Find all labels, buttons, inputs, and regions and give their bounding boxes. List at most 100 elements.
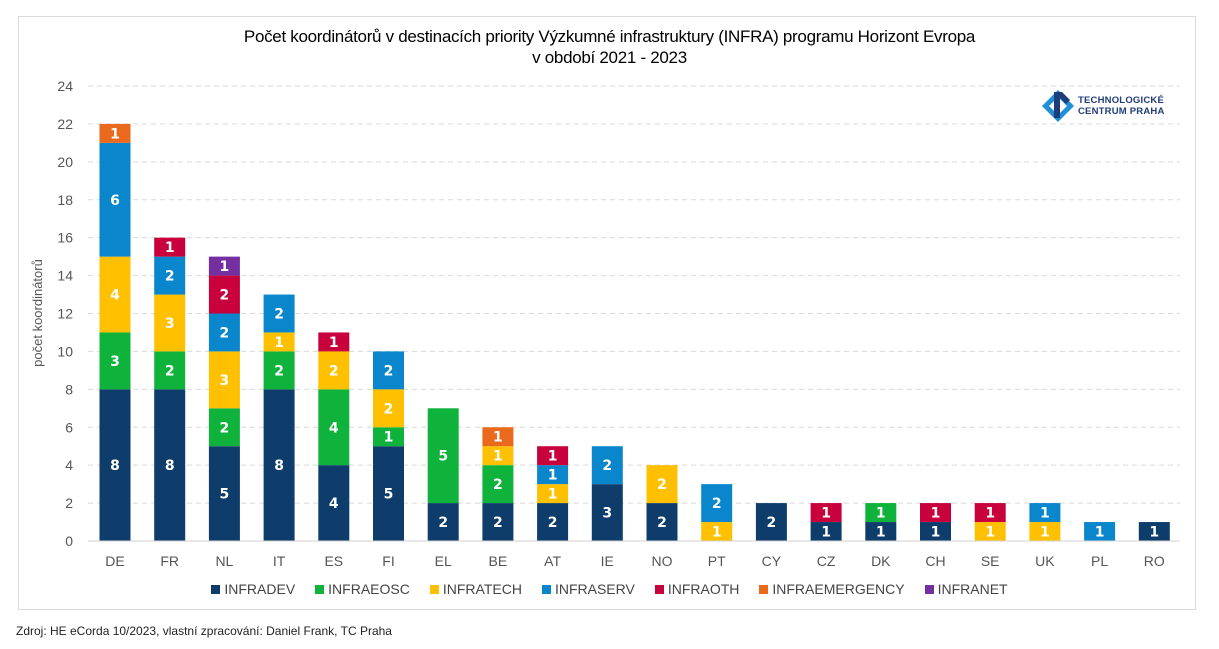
bar-segment-infraoth <box>318 332 350 352</box>
data-label: 1 <box>220 259 230 275</box>
bar-segment-infradev <box>482 503 514 541</box>
data-label: 2 <box>220 420 230 436</box>
bar-stack-fi: 5 1 2 2 <box>373 351 404 541</box>
bar-segment-infradev <box>810 522 842 541</box>
legend-item-infranet: INFRANET <box>924 581 1008 597</box>
data-label: 1 <box>876 525 886 541</box>
x-tick-label: RO <box>1144 553 1165 569</box>
data-label: 2 <box>438 515 448 531</box>
bar-segment-infraserv <box>1084 522 1116 541</box>
data-label: 2 <box>220 325 230 341</box>
data-label: 1 <box>548 487 558 503</box>
data-label: 5 <box>384 487 394 503</box>
chart-title: Počet koordinátorů v destinacích priorit… <box>0 26 1219 68</box>
data-label: 1 <box>985 525 995 541</box>
data-label: 1 <box>329 335 339 351</box>
data-label: 4 <box>329 496 339 512</box>
bar-stack-ch: 11 <box>920 503 951 541</box>
bar-segment-infraserv <box>154 256 186 295</box>
x-tick-label: FI <box>382 553 394 569</box>
data-label: 1 <box>876 506 886 522</box>
data-label: 2 <box>274 307 284 323</box>
data-label: 1 <box>274 335 284 351</box>
legend-swatch <box>429 584 439 594</box>
bar-segment-infraoth <box>154 237 186 257</box>
bar-stack-be: 2 2 1 1 <box>482 427 514 541</box>
x-tick-label: PL <box>1091 553 1108 569</box>
x-axis-ticks: DE FR NL IT ES FI EL BE AT IE NO PT CY CZ DK CH SE UK PL RO <box>105 553 1165 569</box>
data-label: 1 <box>931 525 941 541</box>
data-label: 6 <box>110 193 120 209</box>
legend-item-infraemergency: INFRAEMERGENCY <box>759 581 905 597</box>
bar-segment-infratech <box>537 484 569 504</box>
y-tick-label: 22 <box>57 116 73 132</box>
bar-stack-pl: 1 <box>1084 522 1116 541</box>
bar-segment-infraoth <box>208 275 240 314</box>
legend-swatch <box>541 584 551 594</box>
data-label: 1 <box>384 430 394 446</box>
legend-item-infradev: INFRADEV <box>211 581 295 597</box>
data-label: 2 <box>493 515 503 531</box>
legend-swatch <box>924 584 934 594</box>
x-tick-label: DE <box>105 553 124 569</box>
x-tick-label: CY <box>762 553 782 569</box>
bar-segment-infradev <box>865 522 897 541</box>
bar-segment-infraserv <box>1029 503 1061 523</box>
data-label: 8 <box>110 458 120 474</box>
legend-swatch <box>654 584 664 594</box>
y-tick-label: 4 <box>65 457 73 473</box>
legend-item-infratech: INFRATECH <box>429 581 522 597</box>
data-label: 1 <box>493 449 503 465</box>
bar-segment-infraserv <box>99 142 131 257</box>
data-label: 2 <box>602 458 612 474</box>
bar-stack-fr: 8 2 3 2 1 <box>154 237 186 541</box>
data-label: 2 <box>329 363 339 379</box>
data-label: 1 <box>1040 506 1050 522</box>
legend-swatch <box>315 584 325 594</box>
x-tick-label: EL <box>435 553 452 569</box>
data-label: 2 <box>493 477 503 493</box>
bar-segment-infradev <box>591 484 623 541</box>
legend-item-infraserv: INFRASERV <box>541 581 635 597</box>
bar-segment-infraemergency <box>482 427 514 447</box>
bar-segment-infraeosc <box>865 503 897 523</box>
bar-segment-infratech <box>974 522 1006 541</box>
bar-segment-infraeosc <box>318 389 350 466</box>
x-tick-label: CZ <box>817 553 836 569</box>
legend-swatch <box>211 584 221 594</box>
data-label: 1 <box>931 506 941 522</box>
data-label: 2 <box>657 477 667 493</box>
x-tick-label: NL <box>215 553 233 569</box>
bar-stack-ro: 1 <box>1138 522 1170 541</box>
y-tick-label: 20 <box>57 154 73 170</box>
bar-stack-at: 2 1 1 1 <box>537 446 569 541</box>
data-label: 1 <box>712 525 722 541</box>
bar-segment-infratech <box>99 256 131 333</box>
bar-segment-infraserv <box>373 351 404 390</box>
chart-subtitle: v období 2021 - 2023 <box>532 48 687 67</box>
gridlines <box>88 85 1180 504</box>
x-tick-label: AT <box>544 553 561 569</box>
bar-stack-it: 8 2 1 2 <box>263 294 295 541</box>
legend-label: INFRAEMERGENCY <box>772 581 905 597</box>
tc-logo-icon <box>1042 90 1074 122</box>
bar-segment-infraserv <box>591 446 623 485</box>
bar-segment-infratech <box>373 389 404 428</box>
y-tick-label: 2 <box>65 495 73 511</box>
bar-segment-infradev <box>318 465 350 541</box>
data-label: 5 <box>438 449 448 465</box>
x-tick-label: NO <box>652 553 673 569</box>
data-label: 2 <box>165 363 175 379</box>
bar-stack-dk: 11 <box>865 503 897 541</box>
bar-segment-infratech <box>318 351 350 390</box>
legend-item-infraeosc: INFRAEOSC <box>315 581 410 597</box>
bars: 8346182321523221821244215122252211211132… <box>99 123 1170 541</box>
data-label: 1 <box>548 449 558 465</box>
bar-segment-infraeosc <box>99 332 131 390</box>
data-label: 1 <box>110 126 120 142</box>
data-label: 2 <box>220 288 230 304</box>
data-label: 2 <box>767 515 777 531</box>
data-label: 8 <box>274 458 284 474</box>
data-label: 2 <box>384 401 394 417</box>
data-label: 4 <box>329 420 339 436</box>
